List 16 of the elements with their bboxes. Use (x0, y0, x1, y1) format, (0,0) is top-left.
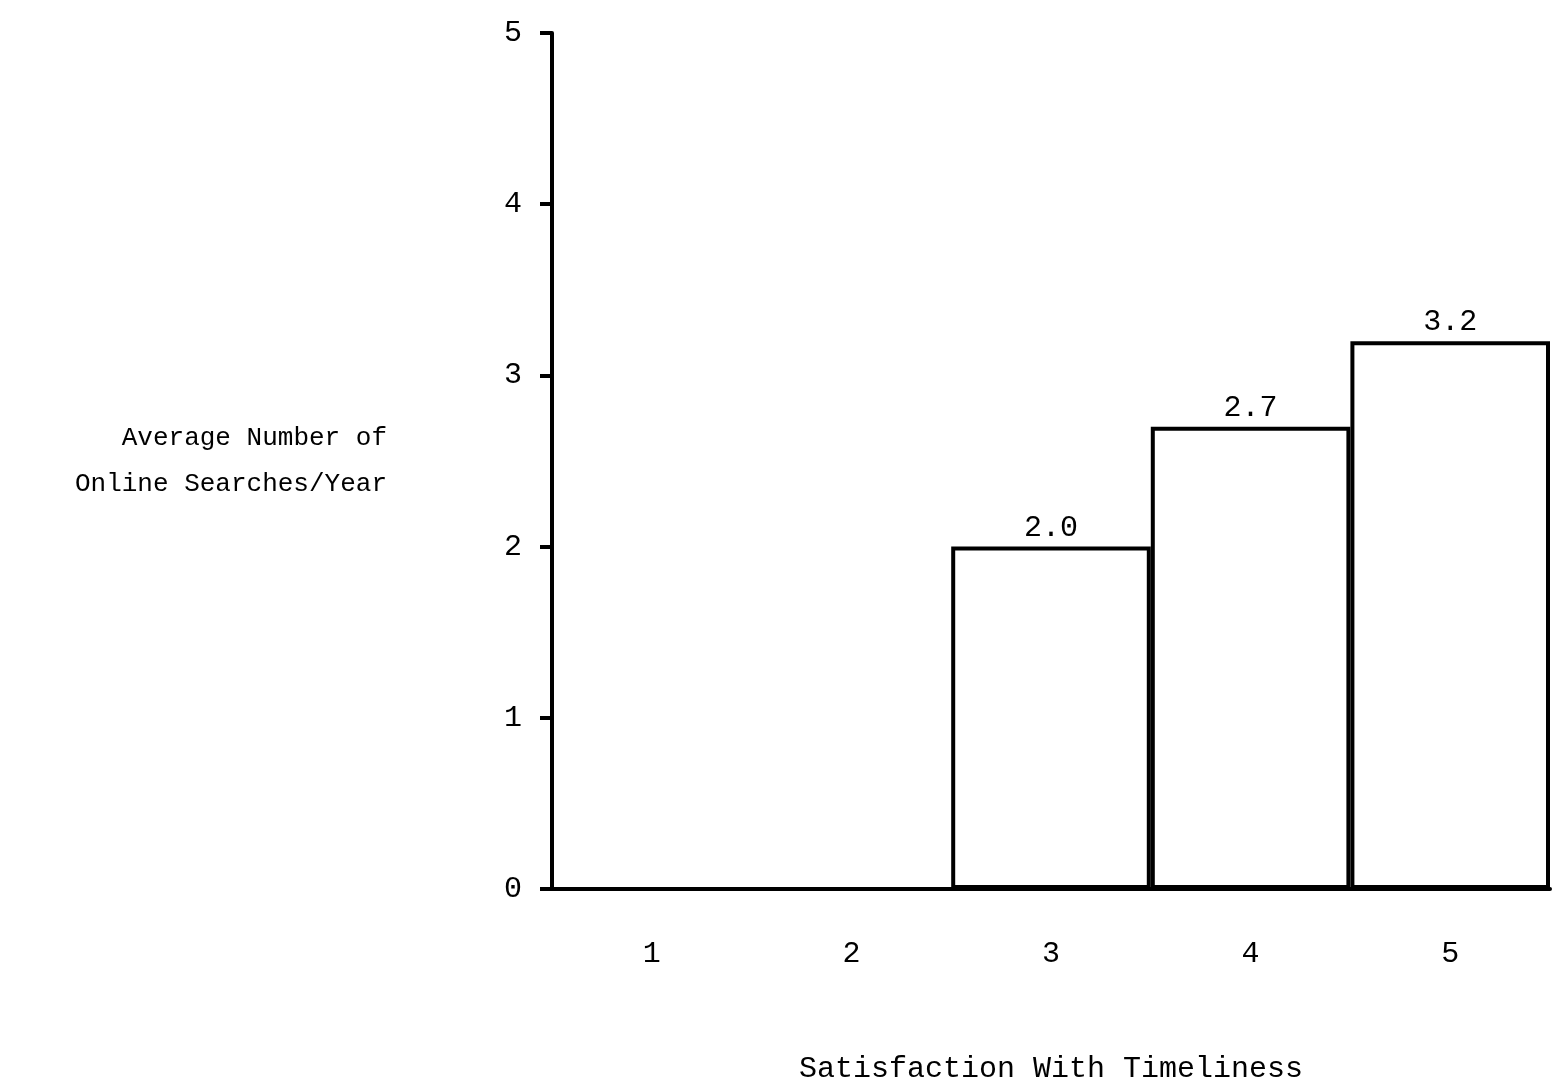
x-axis-title: Satisfaction With Timeliness (798, 1052, 1304, 1086)
x-tick-label: 3 (1041, 937, 1061, 971)
data-label: 2.0 (1023, 510, 1079, 545)
x-tick-label: 4 (1241, 937, 1260, 971)
x-tick-label: 1 (642, 937, 661, 971)
y-axis-title: Average Number of Online Searches/Year (74, 423, 387, 499)
y-tick-label: 2 (503, 529, 522, 564)
data-label: 2.7 (1223, 390, 1278, 425)
x-tick-label: 2 (842, 937, 861, 971)
y-tick-label: 3 (503, 358, 522, 393)
x-tick-label: 5 (1441, 937, 1460, 971)
y-tick-label: 5 (503, 16, 522, 50)
y-tick-label: 0 (503, 872, 522, 906)
y-tick-label: 1 (503, 700, 522, 735)
data-label: 3.2 (1423, 305, 1478, 340)
y-tick-label: 4 (503, 187, 522, 222)
